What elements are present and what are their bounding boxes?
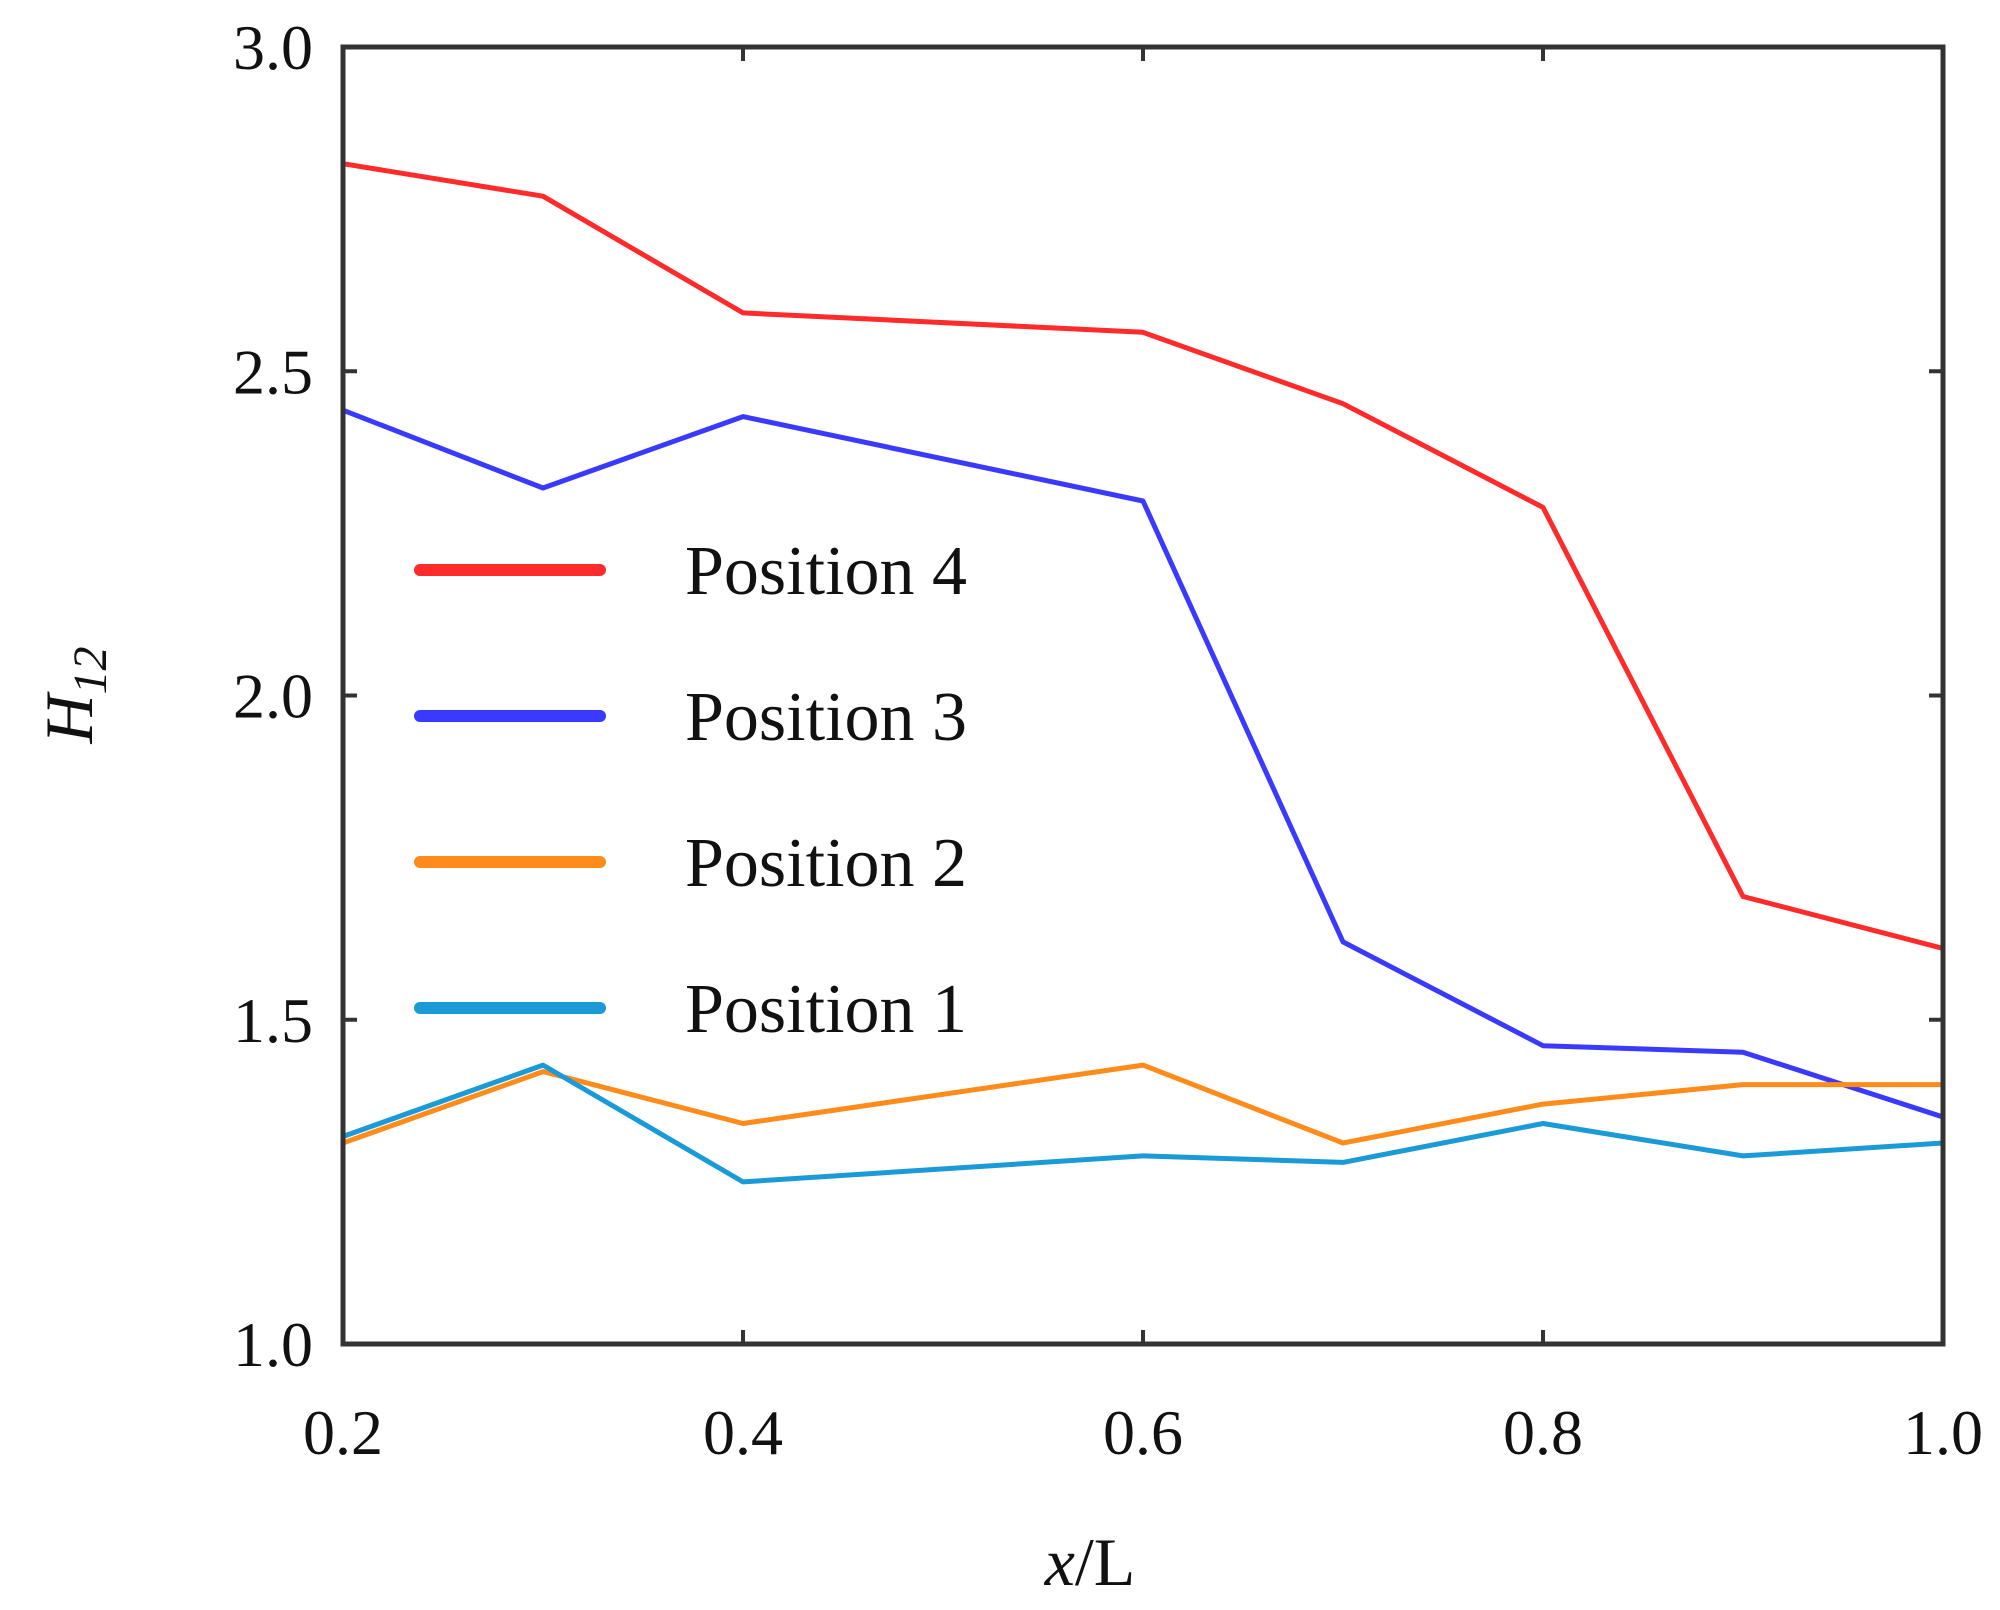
series-line-position-1 [340, 1062, 1946, 1185]
x-axis-label-rest: /L [1075, 1524, 1135, 1600]
y-tick-label: 2.5 [233, 336, 313, 407]
y-tick-label: 2.0 [233, 661, 313, 732]
x-tick-label: 0.8 [1503, 1397, 1583, 1468]
legend-label-position-3: Position 3 [685, 679, 967, 756]
legend: Position 4 Position 3 Position 2 Position 1 [414, 533, 967, 1048]
y-axis-label-main: H [31, 691, 107, 745]
series-line-position-3 [340, 407, 1946, 1120]
y-tick-label: 3.0 [233, 12, 313, 83]
plot-area [340, 161, 1946, 1185]
x-tick-label: 0.6 [1103, 1397, 1183, 1468]
series-line-position-4 [340, 161, 1946, 951]
x-tick-label: 0.2 [303, 1397, 383, 1468]
y-axis-label: H12 [31, 646, 117, 744]
series-line-position-2 [340, 1062, 1946, 1146]
legend-label-position-1: Position 1 [685, 971, 967, 1048]
y-axis-label-sub: 12 [64, 646, 117, 694]
legend-label-position-4: Position 4 [685, 533, 967, 610]
x-axis-label: x/L [1044, 1524, 1136, 1600]
y-tick-label: 1.0 [233, 1309, 313, 1380]
x-tick-label: 0.4 [703, 1397, 783, 1468]
x-axis-label-italic: x [1044, 1524, 1075, 1600]
y-tick-label: 1.5 [233, 985, 313, 1056]
axes: 0.2 0.4 0.6 0.8 1.0 1.0 1.5 2.0 2.5 3.0 [233, 12, 1983, 1468]
x-tick-label: 1.0 [1903, 1397, 1983, 1468]
legend-label-position-2: Position 2 [685, 825, 967, 902]
